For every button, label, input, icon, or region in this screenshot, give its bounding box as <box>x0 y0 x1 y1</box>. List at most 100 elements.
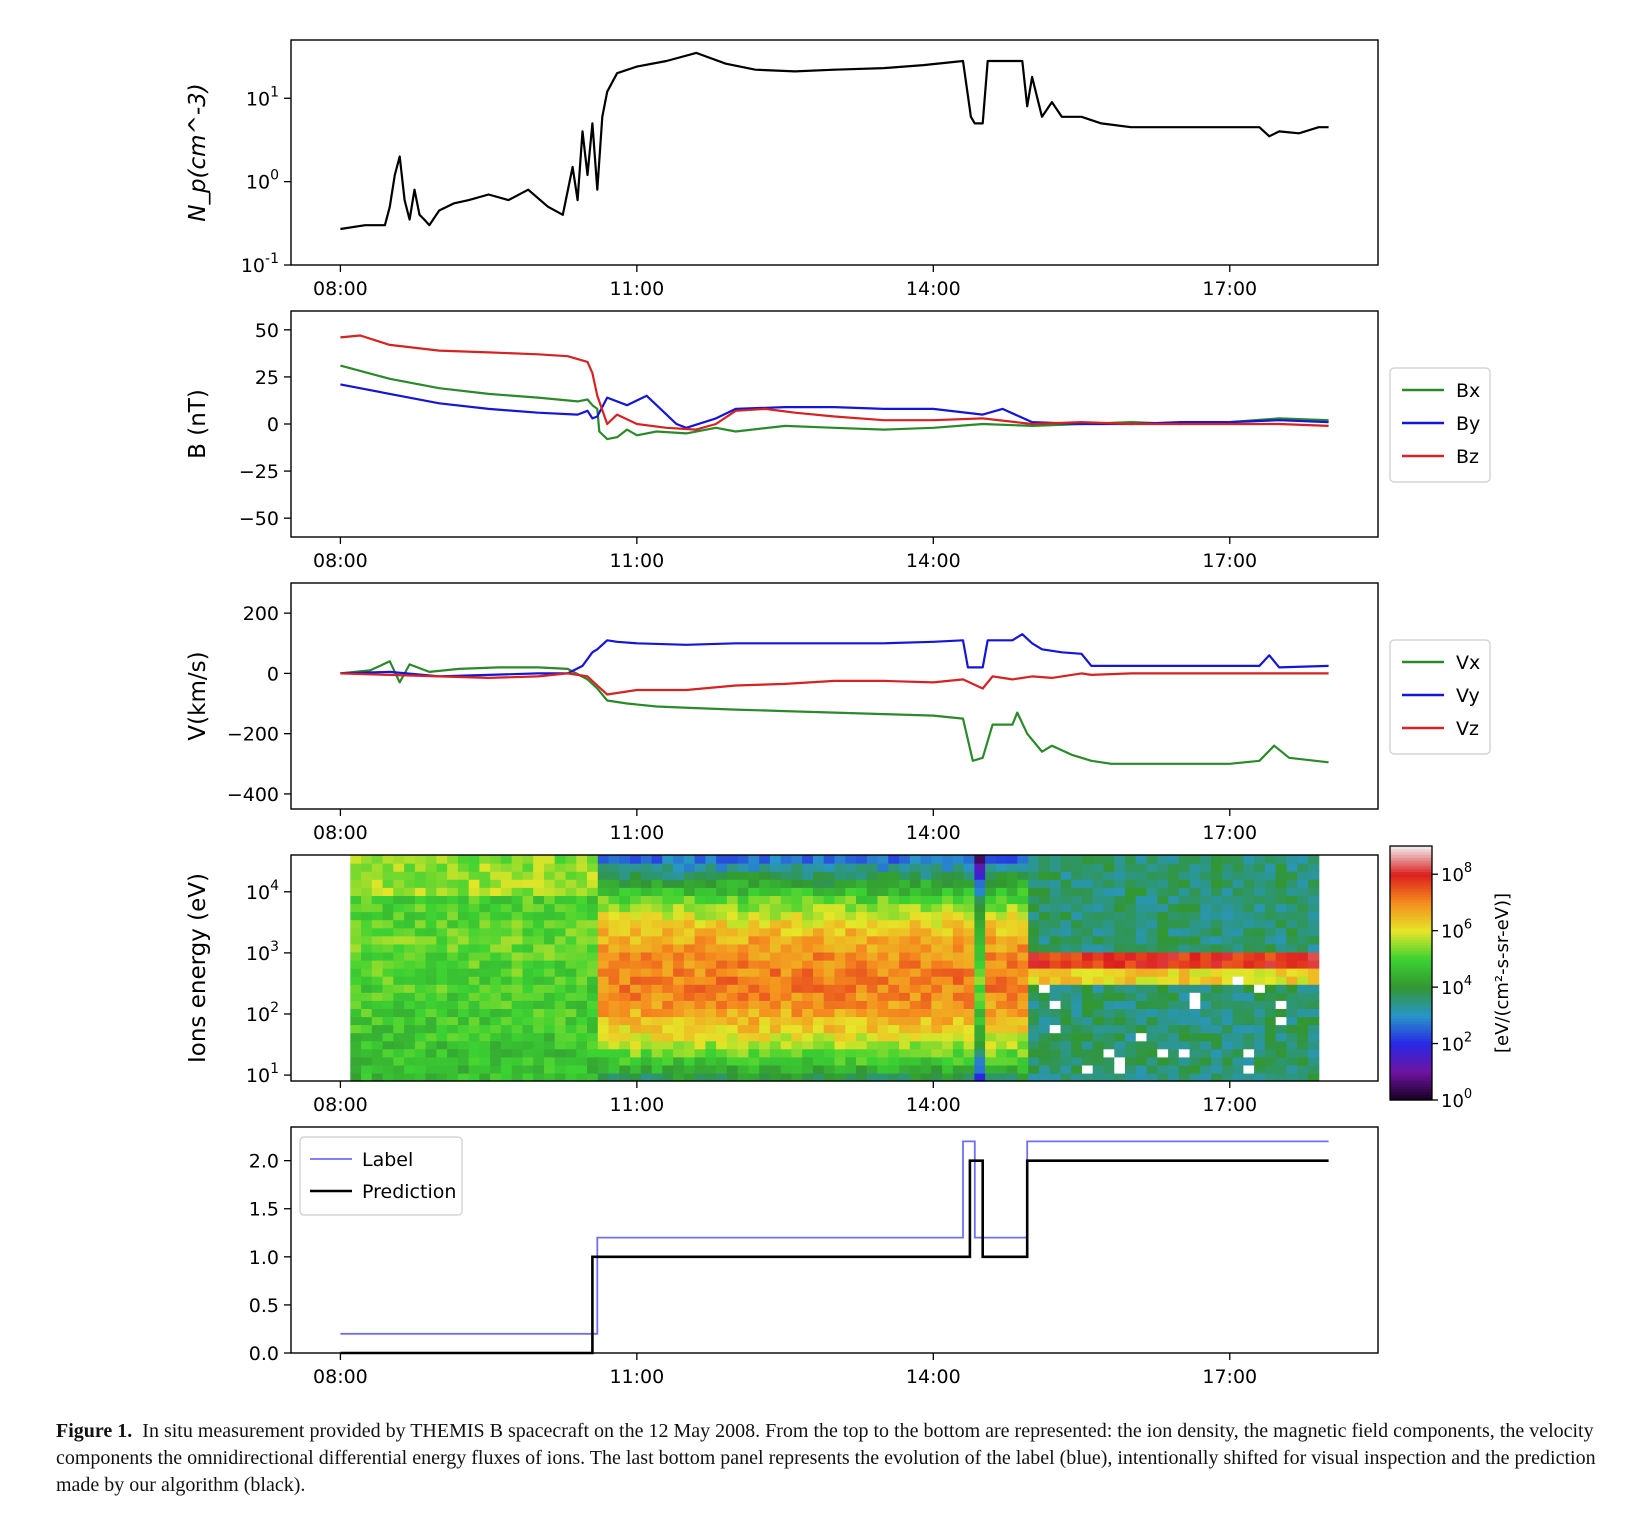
heatmap-cell <box>382 943 394 953</box>
heatmap-cell <box>554 1048 567 1058</box>
heatmap-cell <box>447 951 459 961</box>
heatmap-cell <box>694 935 706 945</box>
heatmap-cell <box>802 992 814 1001</box>
heatmap-cell <box>899 1040 911 1050</box>
heatmap-cell <box>705 976 717 985</box>
heatmap-cell <box>1232 927 1244 937</box>
heatmap-cell <box>630 1072 642 1082</box>
heatmap-cell <box>350 871 362 880</box>
heatmap-cell <box>1243 1024 1255 1034</box>
heatmap-cell <box>726 903 739 913</box>
heatmap-cell <box>974 959 986 969</box>
heatmap-cell <box>447 968 459 977</box>
heatmap-cell <box>1168 1032 1180 1042</box>
heatmap-cell <box>877 863 889 872</box>
heatmap-cell <box>716 951 728 961</box>
heatmap-cell <box>361 911 373 921</box>
heatmap-cell <box>1082 1072 1094 1082</box>
heatmap-cell <box>1297 1048 1309 1058</box>
heatmap-cell <box>447 1032 459 1042</box>
heatmap-cell <box>651 927 663 937</box>
heatmap-cell <box>371 1048 384 1058</box>
heatmap-cell <box>490 1032 502 1042</box>
heatmap-cell <box>985 1048 997 1058</box>
heatmap-cell <box>490 919 502 929</box>
heatmap-cell <box>813 1048 825 1058</box>
heatmap-cell <box>834 919 846 929</box>
heatmap-cell <box>468 1064 481 1074</box>
heatmap-cell <box>662 976 674 985</box>
heatmap-cell <box>963 855 975 864</box>
heatmap-cell <box>1232 992 1244 1001</box>
heatmap-cell <box>683 887 696 896</box>
heatmap-cell <box>630 1056 642 1066</box>
heatmap-cell <box>899 895 911 905</box>
heatmap-cell <box>1103 879 1115 888</box>
heatmap-cell <box>393 863 405 872</box>
heatmap-cell <box>866 951 879 961</box>
heatmap-cell <box>640 943 653 953</box>
heatmap-cell <box>856 887 868 896</box>
heatmap-cell <box>490 968 502 977</box>
heatmap-cell <box>823 951 836 961</box>
colorbar-segment <box>1390 964 1432 968</box>
heatmap-cell <box>931 911 943 921</box>
heatmap-cell <box>1189 943 1201 953</box>
heatmap-cell <box>457 984 470 993</box>
colorbar-tick-label: 104 <box>1441 974 1472 999</box>
heatmap-cell <box>813 1016 825 1026</box>
heatmap-cell <box>1254 903 1266 913</box>
heatmap-cell <box>587 1040 599 1050</box>
heatmap-cell <box>500 992 513 1001</box>
heatmap-cell <box>931 992 943 1001</box>
heatmap-cell <box>361 1072 373 1082</box>
heatmap-cell <box>361 976 373 985</box>
heatmap-cell <box>1146 943 1158 953</box>
heatmap-cell <box>931 895 943 905</box>
heatmap-cell <box>447 1008 459 1018</box>
heatmap-cell <box>737 1064 750 1074</box>
heatmap-cell <box>630 855 642 864</box>
heatmap-cell <box>856 919 868 929</box>
heatmap-cell <box>920 935 932 945</box>
heatmap-cell <box>414 855 427 864</box>
heatmap-cell <box>963 1072 975 1082</box>
heatmap-cell <box>511 855 524 864</box>
heatmap-cell <box>726 879 739 888</box>
heatmap-cell <box>576 1008 588 1018</box>
heatmap-cell <box>511 992 524 1001</box>
heatmap-cell <box>920 919 932 929</box>
heatmap-cell <box>802 1040 814 1050</box>
heatmap-cell <box>1060 1048 1072 1058</box>
heatmap-cell <box>974 984 986 993</box>
heatmap-cell <box>931 855 943 864</box>
heatmap-cell <box>1286 911 1298 921</box>
heatmap-cell <box>597 903 610 913</box>
heatmap-cell <box>1178 968 1191 977</box>
heatmap-cell <box>630 1064 642 1074</box>
heatmap-cell <box>1157 1016 1169 1026</box>
heatmap-cell <box>952 992 965 1001</box>
heatmap-cell <box>899 976 911 985</box>
heatmap-cell <box>1114 943 1126 953</box>
heatmap-cell <box>533 943 545 953</box>
heatmap-cell <box>1168 927 1180 937</box>
heatmap-cell <box>909 1008 922 1018</box>
heatmap-cell <box>608 959 620 969</box>
y-tick-label: −200 <box>227 724 279 746</box>
heatmap-cell <box>554 1072 567 1082</box>
heatmap-cell <box>1232 1056 1244 1066</box>
heatmap-cell <box>382 887 394 896</box>
heatmap-cell <box>619 871 631 880</box>
heatmap-cell <box>619 1024 631 1034</box>
heatmap-cell <box>726 1000 739 1009</box>
heatmap-cell <box>457 1064 470 1074</box>
heatmap-cell <box>802 935 814 945</box>
heatmap-cell <box>813 879 825 888</box>
heatmap-cell <box>533 1056 545 1066</box>
heatmap-cell <box>845 1048 857 1058</box>
heatmap-cell <box>576 1000 588 1009</box>
heatmap-cell <box>447 1040 459 1050</box>
colorbar-segment <box>1390 978 1432 982</box>
